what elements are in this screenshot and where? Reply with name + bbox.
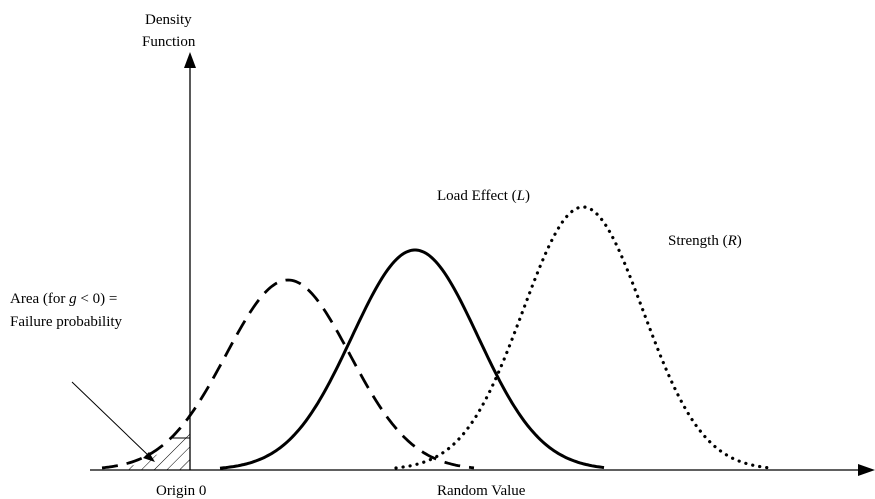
failure-region-hatch [120,432,190,470]
x-axis-arrow-icon [858,464,875,476]
strength-label: Strength (R) [668,233,742,249]
safety-margin-curve [101,278,475,470]
origin-label: Origin 0 [156,483,206,499]
x-axis-label: Random Value [437,483,526,499]
failure-pointer-arrow-icon [143,452,155,462]
y-axis-label-line2: Function [142,34,196,50]
load-effect-curve [219,248,605,470]
y-axis-label-line1: Density [145,12,192,28]
failure-area-label-line1: Area (for g < 0) = [10,291,117,307]
strength-curve [394,205,772,470]
y-axis-arrow-icon [184,52,196,68]
failure-area-label-line2: Failure probability [10,314,123,330]
load-effect-label: Load Effect (L) [437,188,530,204]
failure-pointer-line [71,381,151,458]
